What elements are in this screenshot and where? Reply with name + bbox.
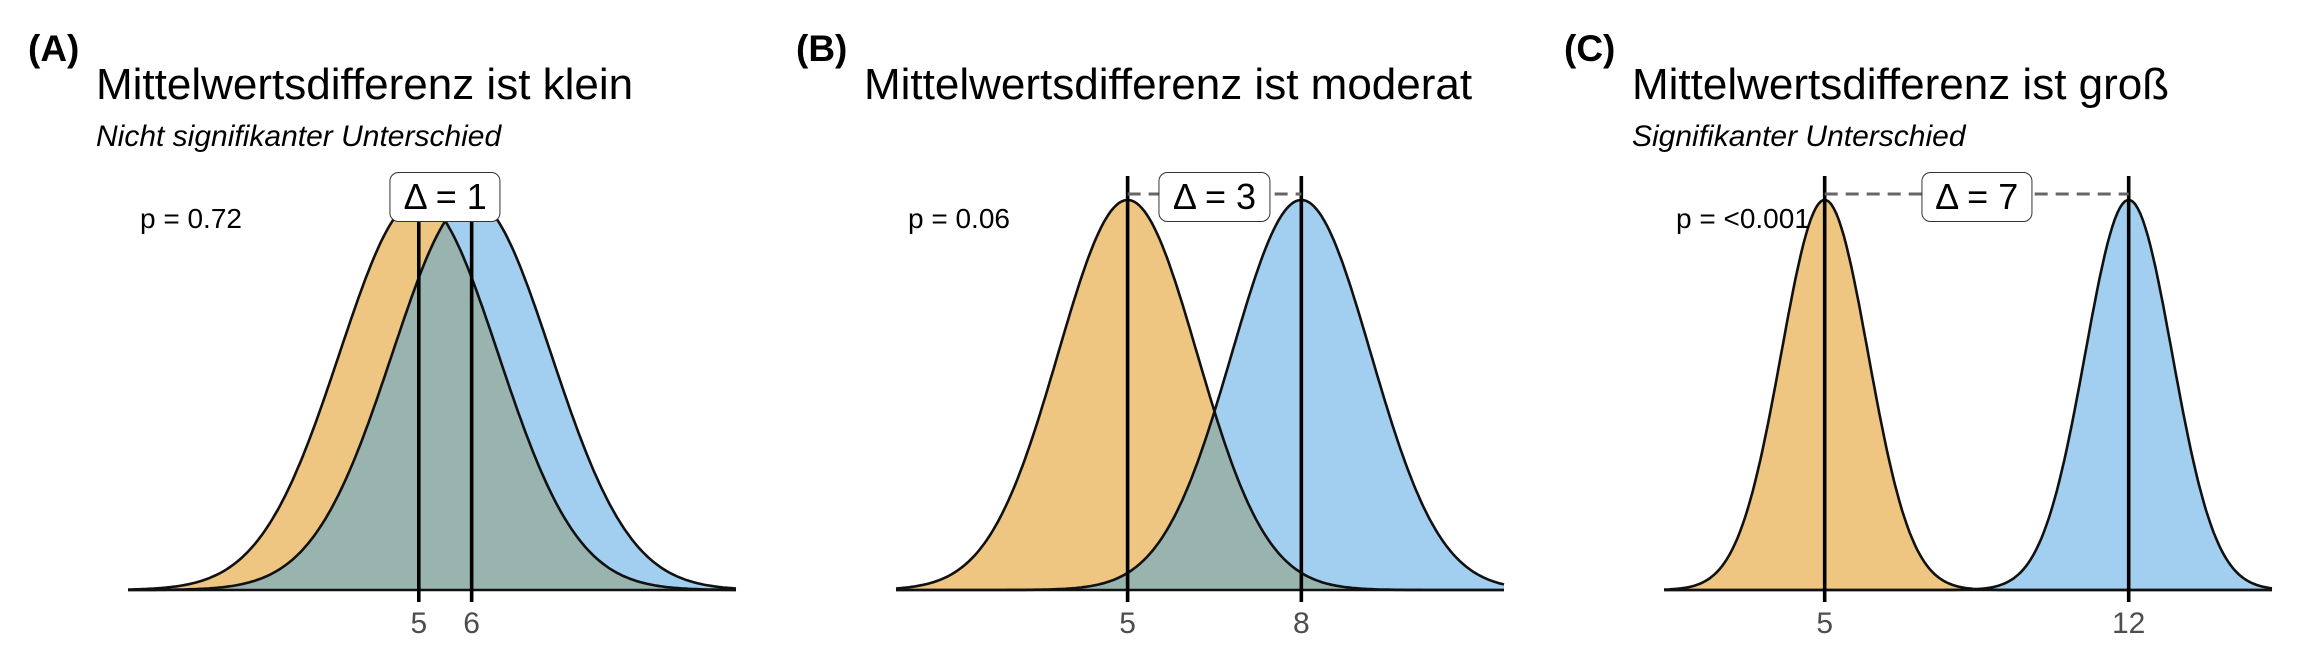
x-tick-label: 5 — [1119, 607, 1136, 640]
density-area-1 — [896, 200, 1504, 590]
p-value-label: p = 0.72 — [140, 203, 242, 234]
panel-tag: (B) — [796, 28, 848, 69]
chart-title: Mittelwertsdifferenz ist groß — [1632, 60, 2170, 109]
density-area-2 — [896, 200, 1504, 590]
chart-subtitle: Nicht signifikanter Unterschied — [96, 120, 502, 153]
density-plot-c — [1663, 176, 2273, 602]
density-plot-a — [128, 189, 737, 602]
x-tick-label: 5 — [410, 607, 428, 640]
panel-tag: (A) — [28, 28, 80, 69]
p-value-label: p = 0.06 — [908, 203, 1010, 234]
density-area-1 — [1664, 200, 2272, 590]
x-tick-label: 5 — [1816, 607, 1834, 640]
chart-title: Mittelwertsdifferenz ist klein — [96, 60, 634, 109]
delta-label: Δ = 1 — [389, 172, 501, 222]
p-value-label: p = <0.001 — [1676, 203, 1810, 234]
panel-tag: (C) — [1564, 28, 1616, 69]
panel-a: (A) Mittelwertsdifferenz ist klein Nicht… — [0, 0, 768, 672]
density-overlap — [896, 413, 1504, 590]
density-overlap — [128, 221, 736, 590]
x-tick-label: 8 — [1292, 607, 1310, 640]
panel-b: (B) Mittelwertsdifferenz ist moderat p =… — [768, 0, 1536, 672]
delta-label: Δ = 7 — [1921, 172, 2033, 222]
delta-label: Δ = 3 — [1158, 172, 1271, 222]
density-outline-2 — [128, 198, 737, 592]
chart-title: Mittelwertsdifferenz ist moderat — [864, 60, 1473, 109]
density-area-2 — [1664, 200, 2272, 590]
panel-c: (C) Mittelwertsdifferenz ist groß Signif… — [1536, 0, 2304, 672]
x-tick-label: 6 — [463, 607, 480, 640]
chart-subtitle: Signifikanter Unterschied — [1632, 120, 1966, 153]
x-tick-label: 12 — [2111, 607, 2146, 640]
